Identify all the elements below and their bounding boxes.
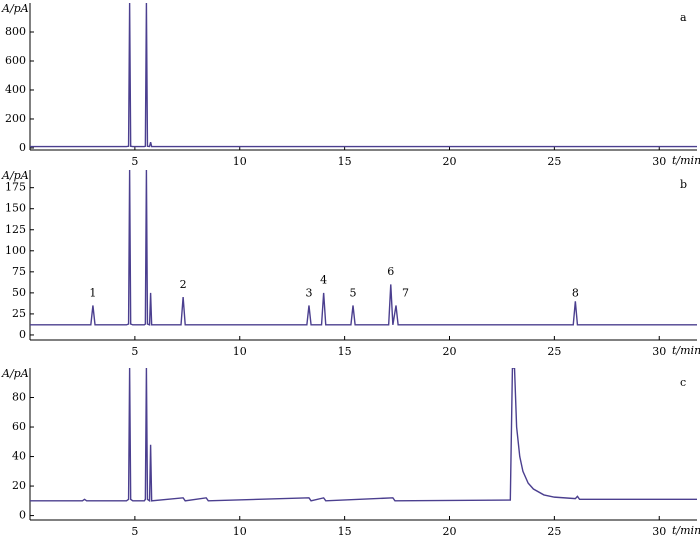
y-axis-label: A/pA <box>1 367 29 380</box>
x-tick-label: 20 <box>442 525 456 538</box>
x-tick-label: 30 <box>652 525 666 538</box>
y-tick-label: 80 <box>12 391 26 404</box>
peak-label: 7 <box>402 286 409 299</box>
x-tick-label: 25 <box>547 345 561 358</box>
x-tick-label: 10 <box>233 345 247 358</box>
y-tick-label: 100 <box>5 244 26 257</box>
peak-label: 8 <box>572 286 579 299</box>
peak-label: 2 <box>180 278 187 291</box>
x-tick-label: 30 <box>652 345 666 358</box>
y-tick-label: 400 <box>5 83 26 96</box>
y-tick-label: 125 <box>5 223 26 236</box>
y-tick-label: 25 <box>12 307 26 320</box>
y-tick-label: 150 <box>5 202 26 215</box>
y-tick-label: 50 <box>12 286 26 299</box>
peak-label: 5 <box>350 286 357 299</box>
y-tick-label: 175 <box>5 181 26 194</box>
trace <box>30 170 697 326</box>
y-tick-label: 0 <box>19 141 26 154</box>
peak-label: 1 <box>89 286 96 299</box>
x-tick-label: 10 <box>233 155 247 168</box>
x-tick-label: 25 <box>547 525 561 538</box>
y-tick-label: 20 <box>12 479 26 492</box>
trace <box>30 368 697 503</box>
y-tick-label: 0 <box>19 328 26 341</box>
x-tick-label: 5 <box>131 525 138 538</box>
x-tick-label: 30 <box>652 155 666 168</box>
peak-label: 6 <box>387 265 394 278</box>
x-tick-label: 15 <box>338 525 352 538</box>
x-axis-label: t/min <box>672 524 700 537</box>
y-axis-label: A/pA <box>1 2 29 15</box>
y-axis-label: A/pA <box>1 169 29 182</box>
y-tick-label: 800 <box>5 25 26 38</box>
y-tick-label: 75 <box>12 265 26 278</box>
x-tick-label: 20 <box>442 345 456 358</box>
y-tick-label: 60 <box>12 420 26 433</box>
trace <box>30 3 697 148</box>
x-tick-label: 5 <box>131 155 138 168</box>
peak-label: 3 <box>305 286 312 299</box>
y-tick-label: 40 <box>12 450 26 463</box>
panel-label: c <box>680 376 686 389</box>
x-tick-label: 25 <box>547 155 561 168</box>
x-tick-label: 5 <box>131 345 138 358</box>
x-tick-label: 10 <box>233 525 247 538</box>
panel: 0 200 400 600 800 5 10 15 20 25 30 A/pA t/min a <box>1 2 700 168</box>
panel: 0 20 40 60 80 5 10 15 20 25 30 A/pA t/min c <box>1 367 700 538</box>
y-tick-label: 0 <box>19 509 26 522</box>
x-axis-label: t/min <box>672 154 700 167</box>
panel-label: a <box>680 11 687 24</box>
y-tick-label: 200 <box>5 112 26 125</box>
panel-label: b <box>680 178 687 191</box>
x-tick-label: 20 <box>442 155 456 168</box>
x-axis-label: t/min <box>672 344 700 357</box>
y-tick-label: 600 <box>5 54 26 67</box>
peak-label: 4 <box>320 274 327 287</box>
x-tick-label: 15 <box>338 345 352 358</box>
x-tick-label: 15 <box>338 155 352 168</box>
